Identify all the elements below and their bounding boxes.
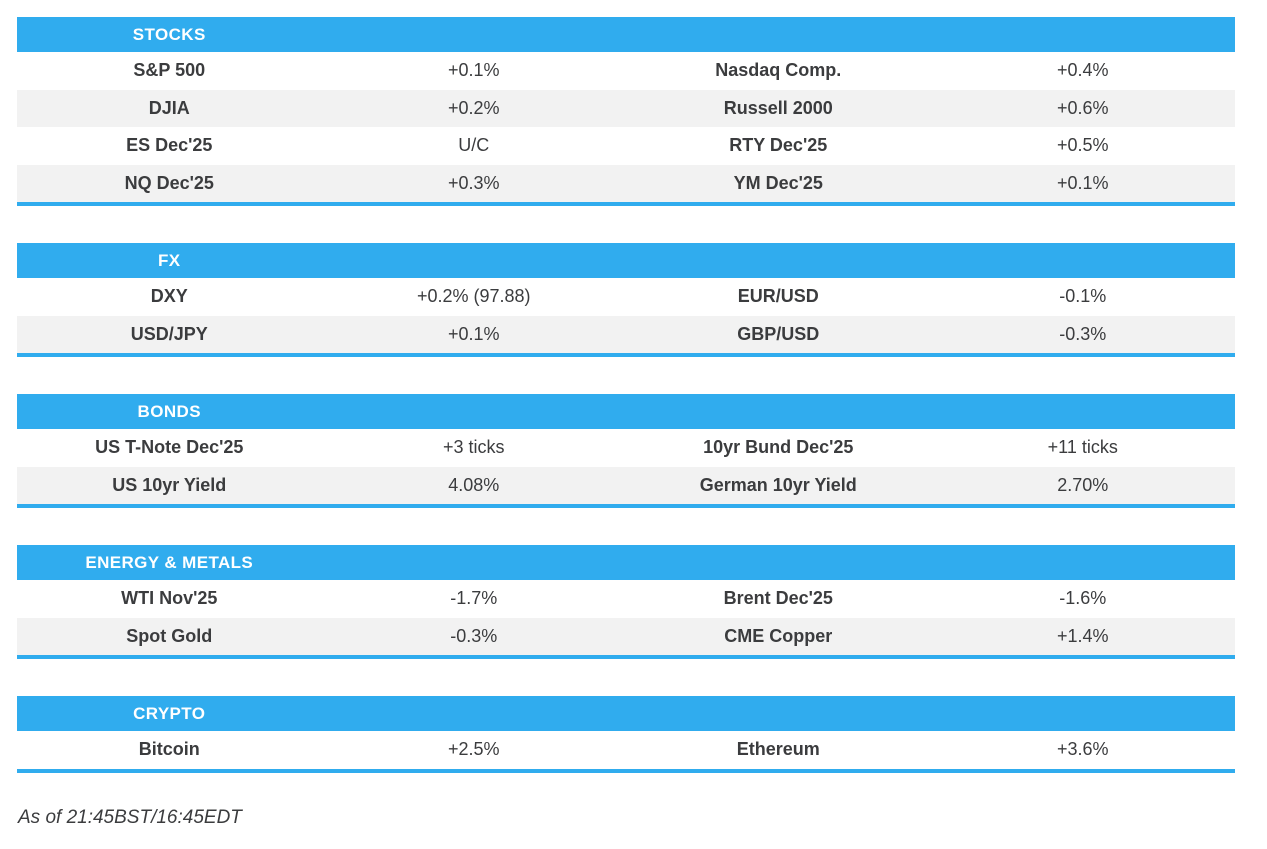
instrument-label: WTI Nov'25 <box>121 588 218 609</box>
table-row: ES Dec'25 U/C RTY Dec'25 +0.5% <box>17 127 1235 165</box>
section-energy-metals: ENERGY & METALS WTI Nov'25 -1.7% Brent Dec'… <box>17 545 1235 659</box>
instrument-label: Ethereum <box>736 739 820 760</box>
section-header: BONDS <box>17 394 1235 429</box>
instrument-label: Brent Dec'25 <box>723 588 833 609</box>
instrument-label: NQ Dec'25 <box>124 172 214 193</box>
table-row: NQ Dec'25 +0.3% YM Dec'25 +0.1% <box>17 164 1235 202</box>
table-row: USD/JPY +0.1% GBP/USD -0.3% <box>17 315 1235 353</box>
instrument-label: DXY <box>150 286 188 307</box>
section-title: ENERGY & METALS <box>85 552 254 572</box>
instrument-change-value: -1.6% <box>1059 588 1107 609</box>
instrument-change-value: +1.4% <box>1056 625 1109 646</box>
instrument-change-value: +0.2% (97.88) <box>416 286 531 307</box>
table-row: US T-Note Dec'25 +3 ticks 10yr Bund Dec'25… <box>17 429 1235 467</box>
instrument-label: Spot Gold <box>126 625 213 646</box>
instrument-label: DJIA <box>148 97 190 118</box>
instrument-label: RTY Dec'25 <box>729 135 828 156</box>
section-header: STOCKS <box>17 17 1235 52</box>
timestamp-note: As of 21:45BST/16:45EDT <box>18 806 242 828</box>
instrument-change-value: +0.1% <box>1056 172 1109 193</box>
instrument-label: US T-Note Dec'25 <box>95 437 244 458</box>
table-row: US 10yr Yield 4.08% German 10yr Yield 2.70% <box>17 466 1235 504</box>
instrument-label: GBP/USD <box>737 323 820 344</box>
instrument-change-value: -1.7% <box>450 588 498 609</box>
instrument-change-value: +0.6% <box>1056 97 1109 118</box>
instrument-change-value: -0.1% <box>1059 286 1107 307</box>
instrument-change-value: +11 ticks <box>1047 437 1118 458</box>
instrument-label: Bitcoin <box>138 739 200 760</box>
instrument-label: Russell 2000 <box>723 97 833 118</box>
instrument-change-value: +0.3% <box>447 172 500 193</box>
section-title: FX <box>157 250 181 270</box>
instrument-change-value: +0.4% <box>1056 60 1109 81</box>
instrument-change-value: +3.6% <box>1056 739 1109 760</box>
instrument-change-value: +3 ticks <box>442 437 505 458</box>
market-wrap-graphic: STOCKS S&P 500 +0.1% Nasdaq Comp. +0.4% DJIA +… <box>17 17 1235 829</box>
table-row: WTI Nov'25 -1.7% Brent Dec'25 -1.6% <box>17 580 1235 618</box>
instrument-change-value: 2.70% <box>1057 474 1109 495</box>
instrument-label: YM Dec'25 <box>733 172 823 193</box>
section-header: CRYPTO <box>17 696 1235 731</box>
instrument-change-value: 4.08% <box>448 474 500 495</box>
section-header: ENERGY & METALS <box>17 545 1235 580</box>
table-row: DJIA +0.2% Russell 2000 +0.6% <box>17 89 1235 127</box>
section-title: CRYPTO <box>133 703 206 723</box>
table-row: Spot Gold -0.3% CME Copper +1.4% <box>17 617 1235 655</box>
table-row: S&P 500 +0.1% Nasdaq Comp. +0.4% <box>17 52 1235 90</box>
instrument-label: CME Copper <box>724 625 833 646</box>
instrument-label: ES Dec'25 <box>126 135 213 156</box>
instrument-change-value: -0.3% <box>1059 323 1107 344</box>
instrument-label: US 10yr Yield <box>112 474 227 495</box>
instrument-change-value: +0.1% <box>447 323 500 344</box>
instrument-change-value: +2.5% <box>447 739 500 760</box>
section-title: BONDS <box>137 401 201 421</box>
section-bonds: BONDS US T-Note Dec'25 +3 ticks 10yr Bund D… <box>17 394 1235 508</box>
market-sections: STOCKS S&P 500 +0.1% Nasdaq Comp. +0.4% DJIA +… <box>17 17 1235 773</box>
section-crypto: CRYPTO Bitcoin +2.5% Ethereum +3.6% <box>17 696 1235 773</box>
instrument-label: S&P 500 <box>133 60 206 81</box>
instrument-change-value: +0.2% <box>447 97 500 118</box>
instrument-label: Nasdaq Comp. <box>715 60 842 81</box>
instrument-label: 10yr Bund Dec'25 <box>703 437 854 458</box>
section-fx: FX DXY +0.2% (97.88) EUR/USD -0.1% USD/JPY +0.… <box>17 243 1235 357</box>
instrument-change-value: +0.5% <box>1056 135 1109 156</box>
section-stocks: STOCKS S&P 500 +0.1% Nasdaq Comp. +0.4% DJIA +… <box>17 17 1235 206</box>
instrument-change-value: -0.3% <box>450 625 498 646</box>
instrument-label: German 10yr Yield <box>699 474 857 495</box>
instrument-label: USD/JPY <box>130 323 208 344</box>
table-row: Bitcoin +2.5% Ethereum +3.6% <box>17 731 1235 769</box>
table-row: DXY +0.2% (97.88) EUR/USD -0.1% <box>17 278 1235 316</box>
instrument-change-value: +0.1% <box>447 60 500 81</box>
section-title: STOCKS <box>132 24 206 44</box>
section-header: FX <box>17 243 1235 278</box>
instrument-label: EUR/USD <box>737 286 819 307</box>
instrument-change-value: U/C <box>458 135 490 156</box>
